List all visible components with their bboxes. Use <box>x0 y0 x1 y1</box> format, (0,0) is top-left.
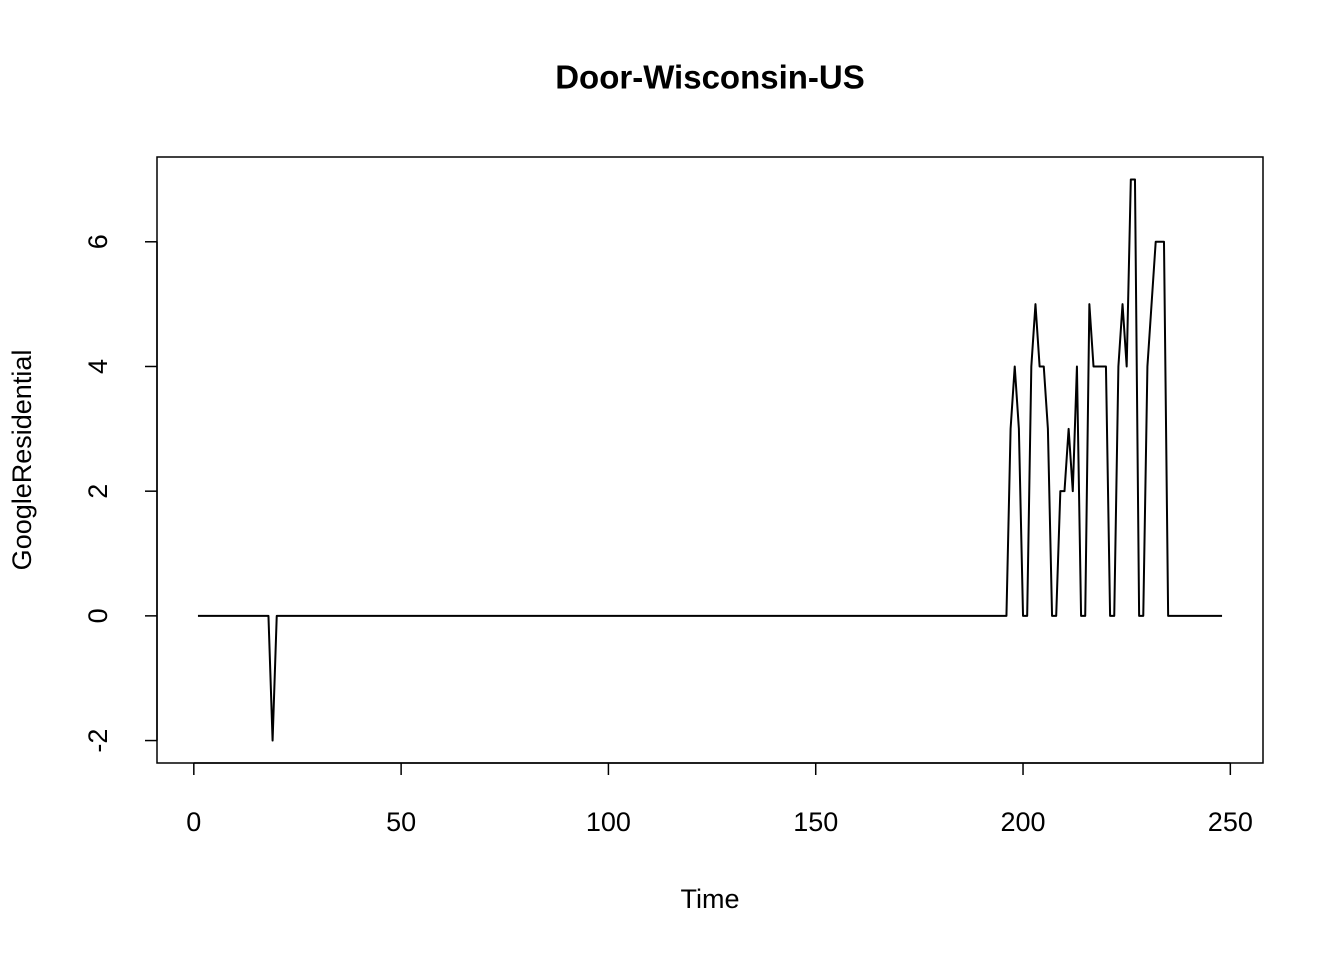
y-tick-label: 6 <box>83 234 113 249</box>
x-tick-label: 200 <box>1000 807 1045 837</box>
x-tick-label: 250 <box>1208 807 1253 837</box>
x-tick-label: 100 <box>586 807 631 837</box>
data-line <box>197 178 1223 742</box>
plot-box <box>156 156 1264 764</box>
x-tick-label: 150 <box>793 807 838 837</box>
x-tick-label: 0 <box>186 807 201 837</box>
y-tick-label: 4 <box>83 359 113 374</box>
y-axis-label: GoogleResidential <box>7 350 37 571</box>
x-axis-label: Time <box>681 884 740 914</box>
chart-title: Door-Wisconsin-US <box>555 59 865 96</box>
x-tick-label: 50 <box>386 807 416 837</box>
y-tick-label: 0 <box>83 608 113 623</box>
y-tick-label: -2 <box>83 729 113 753</box>
y-tick-label: 2 <box>83 484 113 499</box>
